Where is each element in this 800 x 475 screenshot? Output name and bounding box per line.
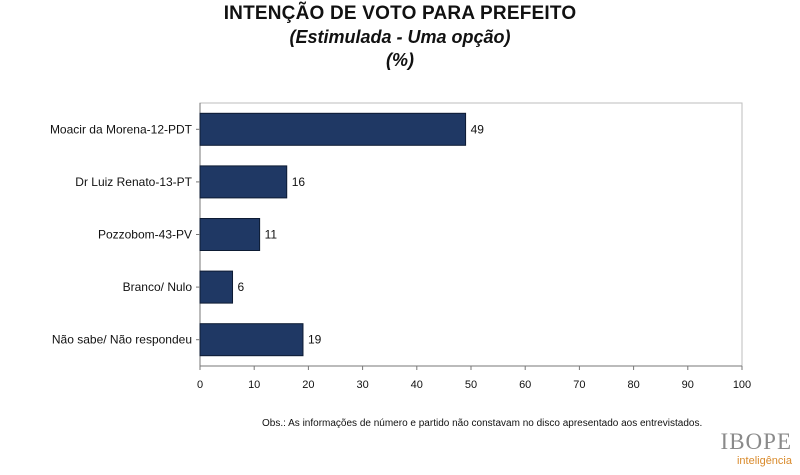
bar-4 bbox=[199, 323, 304, 357]
logo-subtitle: inteligência bbox=[736, 455, 792, 467]
bar-0 bbox=[199, 112, 467, 146]
x-tick-label-10: 100 bbox=[733, 379, 751, 391]
value-label-1: 16 bbox=[292, 175, 306, 189]
chart-title-block: INTENÇÃO DE VOTO PARA PREFEITO (Estimula… bbox=[0, 2, 800, 72]
category-label-2: Pozzobom-43-PV bbox=[98, 228, 192, 242]
chart-subtitle: (Estimulada - Uma opção) bbox=[289, 27, 511, 47]
x-tick-label-4: 40 bbox=[411, 379, 423, 391]
footnote: Obs.: As informações de número e partido… bbox=[262, 418, 703, 429]
logo-wordmark: IBOPE bbox=[720, 429, 792, 454]
value-label-3: 6 bbox=[238, 280, 245, 294]
value-label-4: 19 bbox=[308, 333, 322, 347]
ibope-logo: IBOPE inteligência bbox=[720, 429, 792, 468]
x-tick-label-3: 30 bbox=[356, 379, 368, 391]
value-label-2: 11 bbox=[265, 228, 278, 242]
x-tick-label-2: 20 bbox=[302, 379, 314, 391]
x-tick-label-9: 90 bbox=[682, 379, 694, 391]
value-label-0: 49 bbox=[471, 122, 485, 136]
chart-unit: (%) bbox=[386, 50, 414, 70]
chart-title: INTENÇÃO DE VOTO PARA PREFEITO bbox=[223, 3, 577, 24]
x-tick-label-8: 80 bbox=[627, 379, 639, 391]
bar-3 bbox=[199, 270, 234, 304]
category-label-0: Moacir da Morena-12-PDT bbox=[50, 122, 193, 136]
x-tick-label-1: 10 bbox=[248, 379, 260, 391]
x-tick-label-7: 70 bbox=[573, 379, 585, 391]
x-tick-label-5: 50 bbox=[465, 379, 477, 391]
x-tick-label-6: 60 bbox=[519, 379, 531, 391]
bar-2 bbox=[199, 218, 261, 251]
x-tick-label-0: 0 bbox=[197, 379, 203, 391]
category-label-4: Não sabe/ Não respondeu bbox=[52, 333, 192, 347]
category-label-3: Branco/ Nulo bbox=[123, 280, 193, 294]
bar-1 bbox=[199, 165, 288, 199]
category-label-1: Dr Luiz Renato-13-PT bbox=[75, 175, 192, 189]
